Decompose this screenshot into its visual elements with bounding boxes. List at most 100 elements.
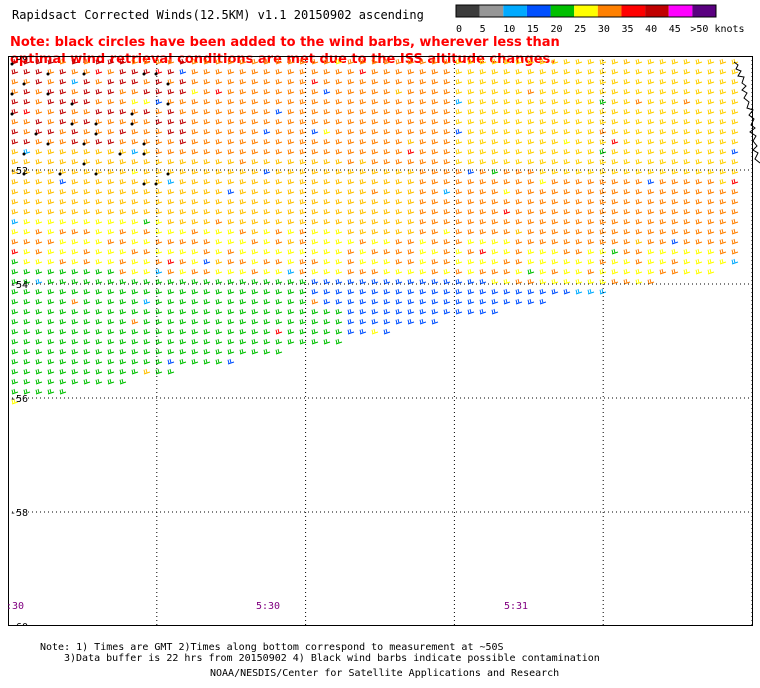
wind-barb bbox=[23, 318, 31, 325]
wind-barb bbox=[299, 78, 307, 85]
wind-barb bbox=[155, 328, 163, 335]
wind-barb bbox=[203, 108, 211, 115]
wind-barb bbox=[347, 258, 355, 265]
wind-barb bbox=[203, 288, 211, 295]
wind-barb bbox=[599, 288, 607, 295]
wind-barb bbox=[491, 188, 499, 195]
wind-barb bbox=[119, 318, 127, 325]
wind-barb bbox=[479, 248, 487, 255]
wind-barb bbox=[227, 58, 235, 65]
wind-barb bbox=[443, 78, 451, 85]
wind-barb bbox=[611, 278, 619, 285]
wind-barb bbox=[35, 338, 43, 345]
wind-barb bbox=[527, 68, 535, 75]
wind-barb bbox=[311, 178, 319, 185]
wind-barb bbox=[275, 218, 283, 225]
wind-barb bbox=[59, 108, 67, 115]
wind-barb bbox=[263, 308, 271, 315]
wind-barb bbox=[227, 78, 235, 85]
wind-barb bbox=[119, 98, 127, 105]
wind-barb bbox=[527, 138, 535, 145]
wind-barb bbox=[23, 348, 31, 355]
wind-barb bbox=[515, 208, 523, 215]
wind-barb bbox=[203, 138, 211, 145]
wind-barb bbox=[371, 78, 379, 85]
wind-barb bbox=[467, 308, 475, 315]
wind-barb bbox=[275, 178, 283, 185]
wind-barb bbox=[119, 368, 127, 375]
wind-barb bbox=[263, 68, 271, 75]
wind-barb bbox=[119, 138, 127, 145]
wind-barb bbox=[599, 98, 607, 105]
wind-barb bbox=[47, 358, 55, 365]
wind-barb bbox=[323, 148, 331, 155]
wind-barb bbox=[551, 178, 559, 185]
wind-barb bbox=[167, 188, 175, 195]
wind-barb bbox=[563, 288, 571, 295]
wind-barb bbox=[455, 248, 463, 255]
wind-barb bbox=[707, 178, 715, 185]
wind-barb bbox=[167, 348, 175, 355]
wind-barb bbox=[407, 268, 415, 275]
wind-barb bbox=[731, 138, 739, 145]
wind-barb bbox=[263, 78, 271, 85]
wind-barb bbox=[587, 188, 595, 195]
wind-barb bbox=[83, 208, 91, 215]
wind-barb bbox=[575, 148, 583, 155]
wind-barb bbox=[575, 198, 583, 205]
wind-barb bbox=[323, 318, 331, 325]
wind-barb bbox=[731, 68, 739, 75]
wind-barb bbox=[191, 138, 199, 145]
wind-barb bbox=[287, 218, 295, 225]
wind-barb bbox=[155, 108, 163, 115]
wind-barb bbox=[695, 78, 703, 85]
wind-barb bbox=[299, 318, 307, 325]
wind-barb bbox=[11, 98, 19, 105]
lat-tick-label: -60 bbox=[10, 622, 28, 626]
wind-barb bbox=[599, 278, 607, 285]
wind-barb bbox=[383, 98, 391, 105]
wind-barb bbox=[131, 58, 139, 65]
wind-barb bbox=[575, 178, 583, 185]
wind-barb bbox=[239, 258, 247, 265]
wind-barb bbox=[227, 358, 235, 365]
wind-barb bbox=[359, 188, 367, 195]
wind-barb bbox=[479, 68, 487, 75]
wind-barb bbox=[527, 298, 535, 305]
wind-barb bbox=[107, 328, 115, 335]
wind-barb bbox=[683, 138, 691, 145]
wind-barb bbox=[359, 218, 367, 225]
wind-barb bbox=[287, 248, 295, 255]
wind-barb bbox=[731, 158, 739, 165]
wind-barb bbox=[251, 208, 259, 215]
wind-barb bbox=[359, 138, 367, 145]
wind-barb bbox=[227, 288, 235, 295]
wind-barb bbox=[143, 358, 151, 365]
wind-barb bbox=[551, 158, 559, 165]
wind-barb bbox=[335, 298, 343, 305]
wind-barb bbox=[239, 68, 247, 75]
wind-barb bbox=[431, 278, 439, 285]
wind-barb bbox=[95, 208, 103, 215]
wind-barb bbox=[527, 108, 535, 115]
wind-barb bbox=[395, 118, 403, 125]
wind-barb bbox=[659, 118, 667, 125]
wind-barb bbox=[383, 128, 391, 135]
wind-barb bbox=[719, 248, 727, 255]
wind-barb bbox=[455, 228, 463, 235]
wind-barb bbox=[683, 68, 691, 75]
wind-barb bbox=[239, 238, 247, 245]
wind-barb bbox=[455, 258, 463, 265]
wind-barb bbox=[95, 308, 103, 315]
wind-barb bbox=[227, 258, 235, 265]
wind-barb bbox=[395, 58, 403, 65]
wind-barb bbox=[431, 198, 439, 205]
wind-barb bbox=[47, 248, 55, 255]
wind-barb bbox=[623, 98, 631, 105]
wind-barb bbox=[503, 78, 511, 85]
quality-flag-dot bbox=[34, 132, 38, 136]
wind-barb bbox=[179, 308, 187, 315]
wind-barb bbox=[131, 228, 139, 235]
wind-barb bbox=[191, 68, 199, 75]
wind-barb bbox=[203, 278, 211, 285]
